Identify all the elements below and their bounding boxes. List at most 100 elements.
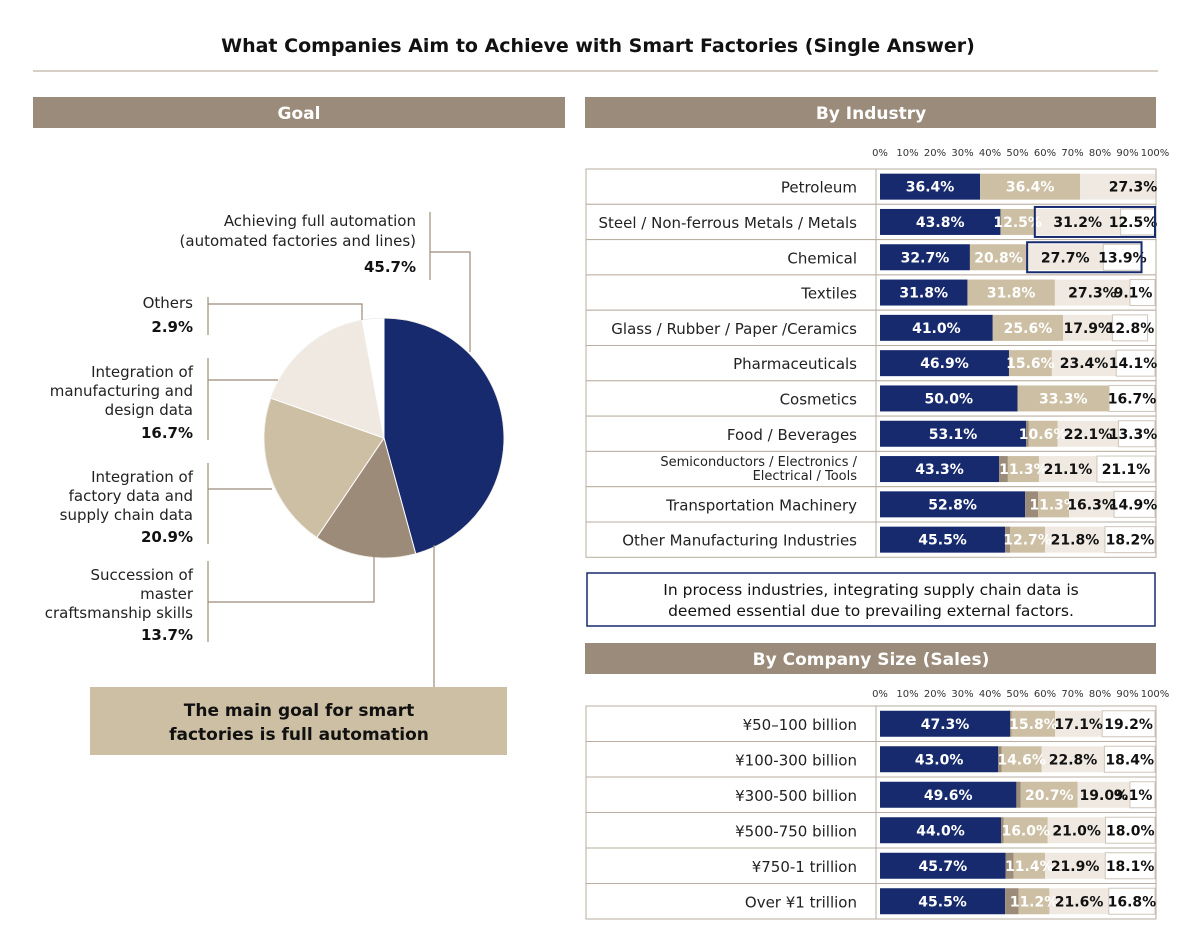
industry-chart-bar-10-seg-3 (1045, 526, 1105, 553)
pie-label-4-line-0: Others (143, 294, 194, 312)
industry-chart-bar-10-seg-4 (1104, 526, 1156, 554)
size-chart-tick-9: 90% (1116, 689, 1138, 700)
size-chart-bar-1-seg-0 (880, 746, 999, 773)
size-chart-category-2: ¥300-500 billion (735, 787, 857, 805)
industry-chart-label-8-2: 11.3% (999, 462, 1048, 478)
pie-label-3-line-0: Integration of (91, 363, 194, 381)
industry-chart-bar-4-seg-4 (1111, 314, 1149, 342)
industry-chart-bar-9-seg-1 (1025, 491, 1039, 518)
industry-chart-label-9-3: 16.3% (1067, 497, 1116, 513)
size-chart-label-5-2: 11.2% (1010, 894, 1059, 910)
industry-chart-category-7: Food / Beverages (727, 426, 857, 444)
pie-labels: Achieving full automation (automated fact… (45, 212, 471, 687)
pie-value-2: 20.9% (141, 528, 193, 546)
industry-chart-bar-2-seg-2 (969, 244, 1028, 271)
pie-label-2-line-1: factory data and (69, 487, 193, 505)
size-chart-label-4-0: 45.7% (919, 859, 968, 875)
size-panel: By Company Size (Sales) 0% 10% 20% 30% 40% 50… (585, 643, 1169, 920)
size-chart-tick-6: 60% (1034, 689, 1056, 700)
industry-chart-bar-0-seg-3 (1080, 173, 1156, 200)
industry-note-line-2: deemed essential due to prevailing exter… (668, 602, 1074, 620)
goal-header-bg (33, 97, 565, 128)
industry-chart-label-1-3: 31.2% (1053, 215, 1102, 231)
size-chart-bar-2-seg-3 (1077, 781, 1130, 808)
size-chart-bar-5-seg-2 (1018, 888, 1050, 915)
industry-chart-bar-10-seg-2 (1010, 526, 1045, 553)
size-chart-label-4-2: 11.4% (1005, 859, 1054, 875)
page-title: What Companies Aim to Achieve with Smart… (221, 35, 975, 57)
industry-chart-tick-3: 30% (951, 148, 973, 159)
industry-chart-label-0-4: 27.3% (1109, 180, 1158, 196)
industry-chart-category-8-line-0: Semiconductors / Electronics / (660, 455, 857, 470)
industry-chart-label-8-0: 43.3% (915, 462, 964, 478)
industry-chart-label-1-4: 12.5% (1109, 215, 1158, 231)
industry-chart-bar-8-seg-1 (999, 456, 1008, 483)
pie-label-2-line-0: Integration of (91, 468, 194, 486)
goal-callout-line-2: factories is full automation (169, 725, 429, 745)
industry-chart-tick-1: 10% (896, 148, 918, 159)
industry-chart-bar-2-seg-3 (1027, 244, 1104, 271)
size-chart-label-3-0: 44.0% (916, 823, 965, 839)
industry-chart-bar-2-seg-0 (880, 244, 970, 271)
size-chart-bar-4-seg-0 (880, 852, 1006, 879)
industry-chart-category-2: Chemical (787, 249, 857, 267)
industry-chart-bar-0-seg-2 (980, 173, 1081, 200)
size-chart-label-1-3: 22.8% (1049, 752, 1098, 768)
industry-chart-bar-4-seg-3 (1063, 314, 1113, 341)
size-chart-tick-7: 70% (1061, 689, 1083, 700)
industry-chart-bar-4-seg-2 (992, 314, 1064, 341)
industry-chart-bar-7-seg-0 (880, 420, 1027, 447)
size-chart-bar-4-seg-2 (1013, 852, 1045, 879)
size-chart-tick-8: 80% (1089, 689, 1111, 700)
industry-note-box (586, 572, 1156, 627)
industry-chart-bar-1-seg-0 (880, 208, 1001, 235)
size-chart-bar-5-seg-0 (880, 888, 1006, 915)
industry-chart-label-10-3: 21.8% (1051, 533, 1100, 549)
pie-leader-0 (430, 251, 471, 352)
industry-chart-bar-7-seg-2 (1028, 420, 1058, 447)
size-chart-bar-4-seg-4 (1104, 852, 1156, 880)
size-chart-bar-4-seg-3 (1045, 852, 1106, 879)
size-chart-bar-3-seg-0 (880, 817, 1001, 844)
industry-chart-bar-0-seg-0 (880, 173, 981, 200)
industry-chart-label-5-2: 15.6% (1006, 356, 1055, 372)
industry-chart-bar-9-seg-4 (1113, 490, 1156, 518)
industry-chart-bar-8-seg-2 (1007, 456, 1039, 483)
goal-callout-line-1: The main goal for smart (184, 701, 414, 721)
pie-leader-4 (208, 303, 363, 320)
industry-chart-bar-3-seg-4 (1129, 279, 1156, 307)
industry-chart-bar-8-seg-3 (1038, 456, 1097, 483)
industry-chart-label-3-0: 31.8% (899, 286, 948, 302)
size-chart-label-0-3: 17.1% (1054, 717, 1103, 733)
pie-label-3-line-1: manufacturing and (50, 382, 193, 400)
industry-bar-chart: 0% 10% 20% 30% 40% 50% 60% 70% 80% 90% 100% Petrole… (585, 148, 1169, 558)
pie-value-0: 45.7% (364, 258, 416, 276)
size-chart-label-3-2: 16.0% (1001, 823, 1050, 839)
industry-chart-label-4-0: 41.0% (912, 321, 961, 337)
size-chart-category-0: ¥50–100 billion (743, 716, 857, 734)
size-chart-label-0-4: 19.2% (1104, 717, 1153, 733)
industry-chart-label-0-0: 36.4% (906, 180, 955, 196)
industry-chart-tick-9: 90% (1116, 148, 1138, 159)
industry-chart-bar-4-seg-0 (880, 314, 993, 341)
industry-chart-category-6: Cosmetics (780, 390, 858, 408)
industry-chart-label-5-4: 14.1% (1109, 356, 1158, 372)
pie-outline (263, 317, 505, 559)
industry-chart-bar-1-seg-3 (1034, 208, 1121, 235)
pie-label-3-line-2: design data (105, 401, 193, 419)
industry-chart-bar-9-seg-0 (880, 491, 1026, 518)
industry-chart-label-1-0: 43.8% (916, 215, 965, 231)
size-chart-tick-5: 50% (1006, 689, 1028, 700)
industry-chart-bar-2-seg-4 (1102, 243, 1143, 271)
industry-chart-bar-5-seg-2 (1008, 350, 1052, 377)
industry-chart-category-9: Transportation Machinery (665, 496, 857, 514)
size-chart-category-3: ¥500-750 billion (735, 822, 857, 840)
industry-chart-label-3-2: 31.8% (987, 286, 1036, 302)
size-chart-category-5: Over ¥1 trillion (745, 893, 857, 911)
industry-chart-bar-5-seg-4 (1115, 349, 1156, 377)
industry-chart-category-0: Petroleum (781, 179, 857, 197)
size-chart-label-5-0: 45.5% (918, 894, 967, 910)
pie-value-3: 16.7% (141, 424, 193, 442)
industry-chart-category-10: Other Manufacturing Industries (622, 532, 857, 550)
industry-header-bg (585, 97, 1156, 128)
